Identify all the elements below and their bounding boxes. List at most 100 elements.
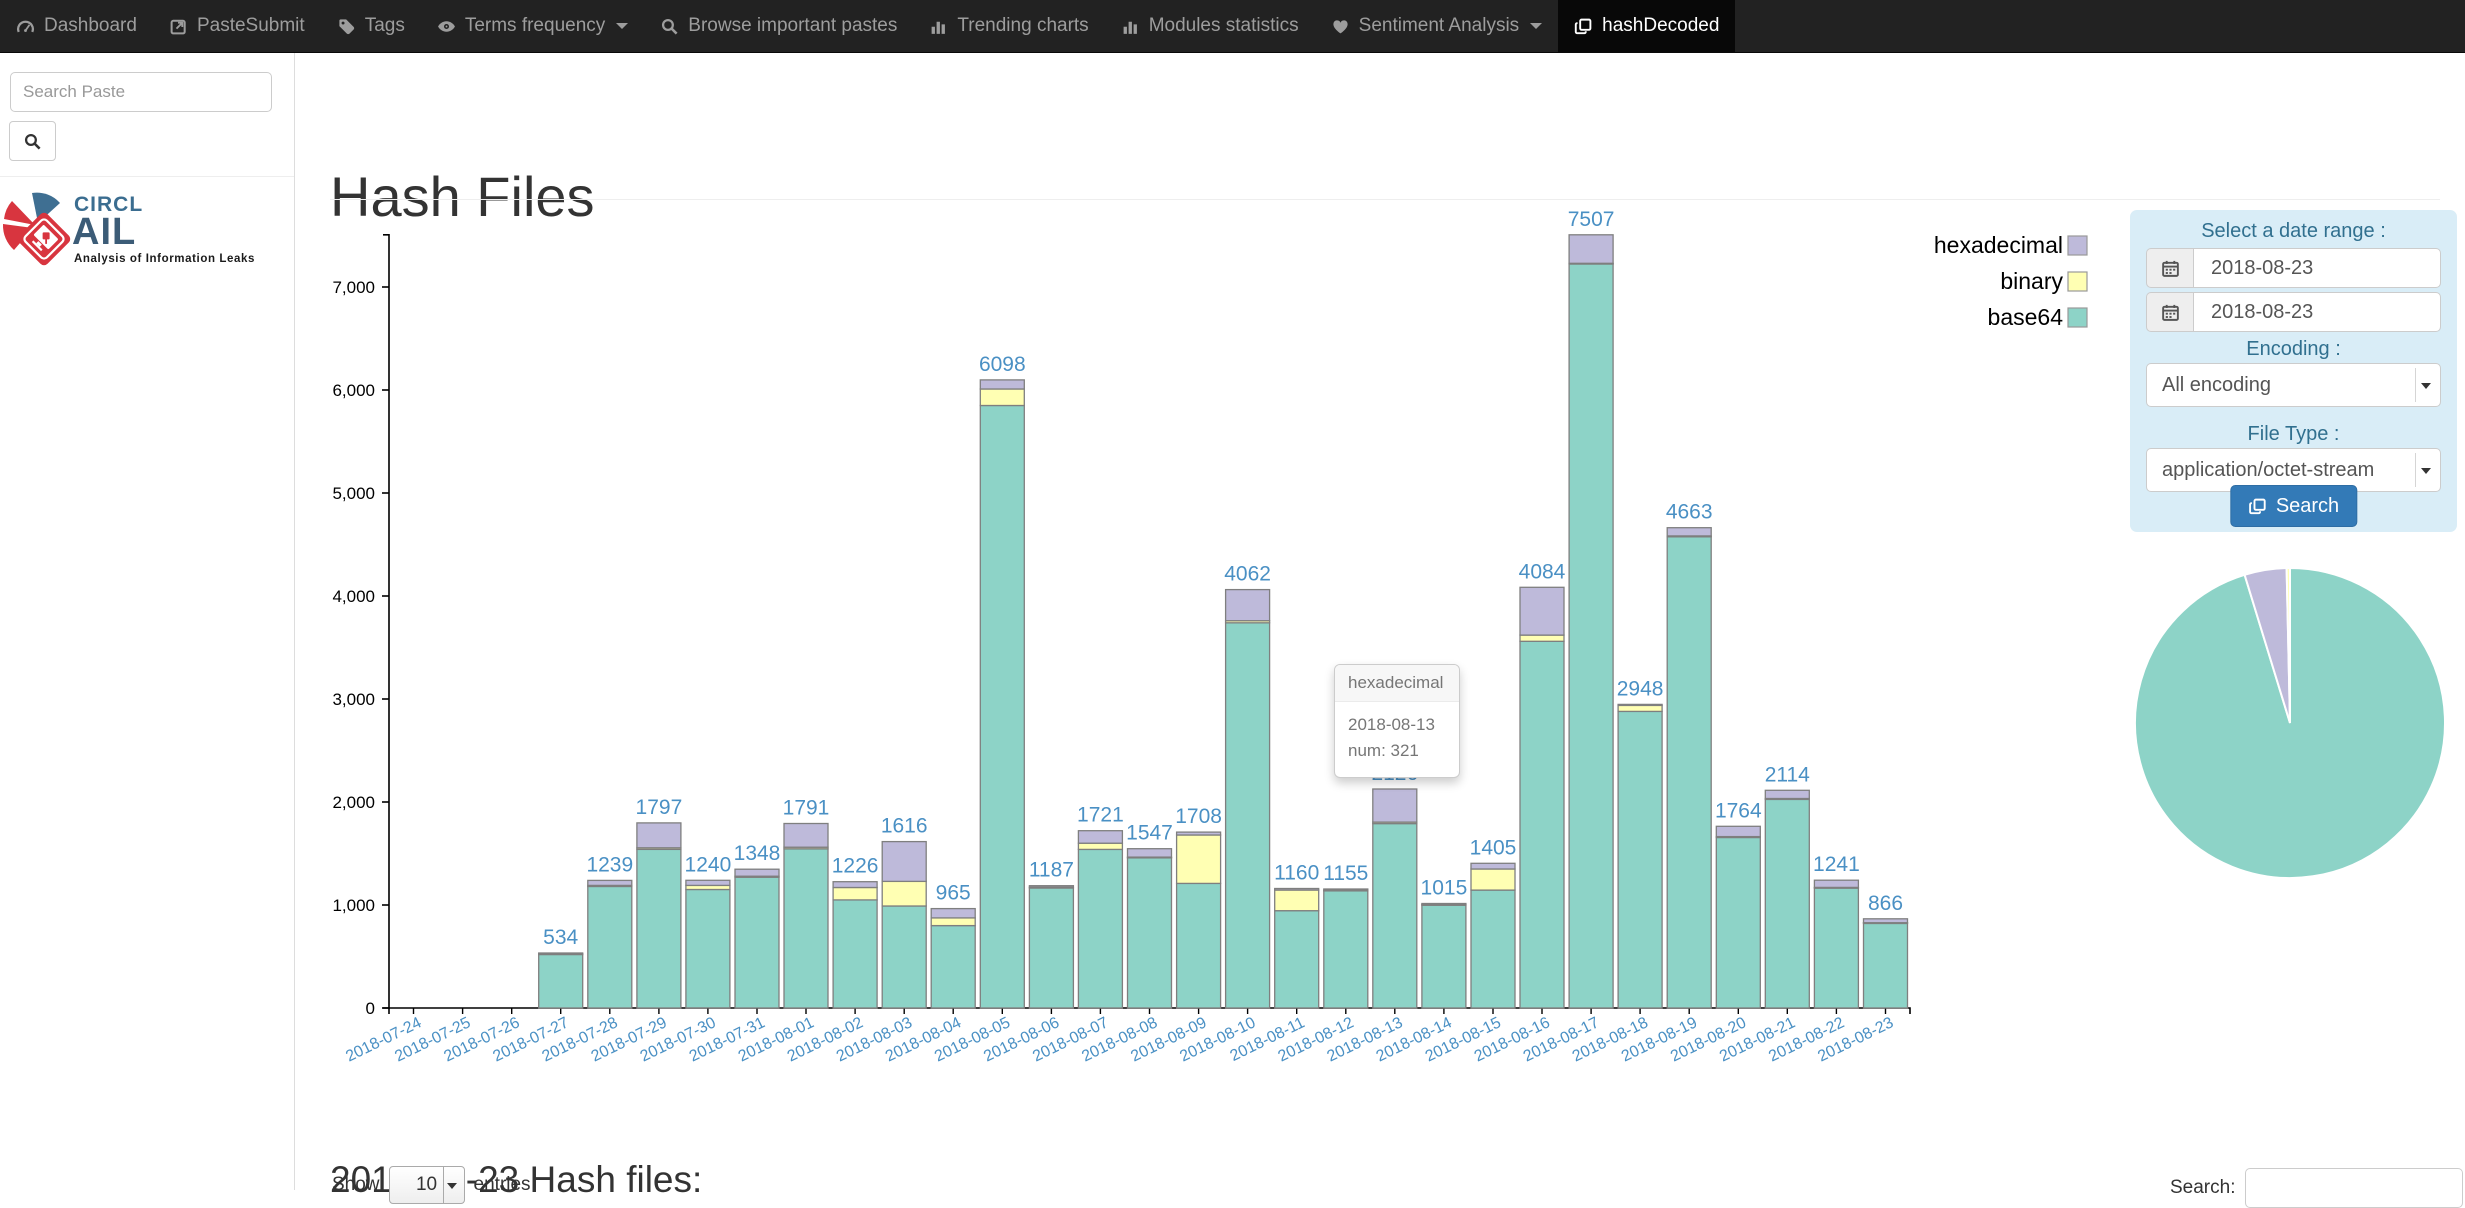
bar-2018-08-16[interactable] (1519, 586, 1565, 1009)
bar-segment-hexadecimal[interactable] (1715, 825, 1761, 838)
bar-2018-08-04[interactable] (930, 907, 976, 1009)
bar-segment-binary[interactable] (1077, 842, 1124, 851)
bar-segment-base64[interactable] (832, 899, 878, 1009)
bar-segment-hexadecimal[interactable] (1813, 879, 1860, 889)
bar-segment-base64[interactable] (538, 953, 584, 1009)
bar-2018-08-11[interactable] (1274, 887, 1320, 1009)
bar-segment-hexadecimal[interactable] (1175, 831, 1222, 836)
bar-segment-base64[interactable] (1666, 536, 1712, 1009)
nav-item-tags[interactable]: Tags (321, 0, 421, 52)
bar-segment-hexadecimal[interactable] (1372, 788, 1418, 823)
bar-segment-binary[interactable] (1274, 889, 1320, 912)
bar-segment-base64[interactable] (881, 905, 927, 1009)
bar-segment-hexadecimal[interactable] (1666, 527, 1712, 537)
bar-segment-binary[interactable] (1519, 634, 1565, 642)
bar-segment-base64[interactable] (1175, 882, 1222, 1009)
bar-segment-base64[interactable] (1568, 263, 1614, 1009)
bar-segment-hexadecimal[interactable] (1028, 885, 1075, 888)
bar-segment-hexadecimal[interactable] (783, 822, 829, 848)
bar-2018-08-01[interactable] (783, 822, 829, 1009)
date-to-input[interactable] (2193, 292, 2441, 332)
bar-segment-binary[interactable] (1175, 834, 1222, 885)
entries-select[interactable]: 10 (388, 1166, 465, 1204)
nav-item-hashdecoded[interactable]: hashDecoded (1558, 0, 1736, 52)
bar-segment-hexadecimal[interactable] (1764, 789, 1810, 800)
bar-2018-08-09[interactable] (1175, 831, 1222, 1009)
bar-segment-base64[interactable] (587, 885, 633, 1009)
nav-item-dashboard[interactable]: Dashboard (0, 0, 153, 52)
bar-segment-hexadecimal[interactable] (538, 952, 584, 955)
sidebar-search-button[interactable] (9, 121, 56, 161)
nav-item-trending-charts[interactable]: Trending charts (913, 0, 1104, 52)
bar-segment-base64[interactable] (1077, 848, 1124, 1009)
bar-segment-hexadecimal[interactable] (1519, 586, 1565, 636)
ail-logo[interactable]: CIRCL AIL Analysis of Information Leaks (0, 183, 294, 293)
bar-segment-binary[interactable] (979, 388, 1025, 407)
bar-2018-07-29[interactable] (636, 822, 682, 1009)
bar-segment-base64[interactable] (1126, 856, 1173, 1009)
bar-segment-hexadecimal[interactable] (832, 881, 878, 889)
bar-segment-base64[interactable] (1617, 710, 1663, 1009)
bar-2018-08-13[interactable] (1372, 788, 1418, 1009)
bar-segment-base64[interactable] (734, 876, 780, 1009)
bar-2018-08-07[interactable] (1077, 830, 1124, 1009)
bar-2018-08-06[interactable] (1028, 885, 1075, 1009)
bar-segment-base64[interactable] (1519, 640, 1565, 1009)
encoding-select[interactable]: All encoding (2146, 363, 2441, 407)
bar-segment-hexadecimal[interactable] (685, 879, 731, 887)
bar-2018-08-03[interactable] (881, 840, 927, 1009)
bar-2018-08-17[interactable] (1568, 234, 1614, 1009)
bar-segment-hexadecimal[interactable] (636, 822, 682, 849)
bar-segment-base64[interactable] (979, 404, 1025, 1009)
bar-2018-08-19[interactable] (1666, 527, 1712, 1009)
bar-segment-base64[interactable] (930, 924, 976, 1009)
bar-segment-hexadecimal[interactable] (1274, 887, 1320, 891)
nav-item-browse-important-pastes[interactable]: Browse important pastes (644, 0, 913, 52)
bar-2018-08-20[interactable] (1715, 825, 1761, 1009)
bar-2018-08-18[interactable] (1617, 703, 1663, 1009)
bar-segment-base64[interactable] (1372, 822, 1418, 1009)
bar-segment-hexadecimal[interactable] (1323, 888, 1369, 891)
search-paste-input[interactable] (10, 72, 272, 112)
nav-item-terms-frequency[interactable]: Terms frequency (421, 0, 644, 52)
bar-segment-base64[interactable] (1862, 922, 1909, 1009)
bar-segment-base64[interactable] (1715, 836, 1761, 1009)
bar-segment-hexadecimal[interactable] (1421, 902, 1467, 906)
bar-2018-08-08[interactable] (1126, 848, 1173, 1009)
bar-segment-binary[interactable] (930, 917, 976, 927)
bar-segment-base64[interactable] (1470, 889, 1516, 1009)
pie-slice-binary[interactable] (2285, 566, 2291, 724)
bar-2018-08-14[interactable] (1421, 902, 1467, 1009)
bar-segment-base64[interactable] (1028, 887, 1075, 1009)
bar-2018-07-28[interactable] (587, 879, 633, 1009)
bar-segment-base64[interactable] (1323, 889, 1369, 1009)
bar-segment-hexadecimal[interactable] (979, 379, 1025, 390)
bar-segment-hexadecimal[interactable] (734, 868, 780, 877)
bar-segment-binary[interactable] (1470, 868, 1516, 891)
bar-segment-hexadecimal[interactable] (1568, 234, 1614, 264)
table-search-input[interactable] (2245, 1168, 2464, 1208)
date-from-input[interactable] (2193, 248, 2441, 288)
bar-segment-binary[interactable] (832, 886, 878, 901)
bar-segment-base64[interactable] (1813, 887, 1860, 1009)
bar-segment-base64[interactable] (1274, 910, 1320, 1009)
bar-segment-binary[interactable] (1617, 704, 1663, 713)
bar-segment-base64[interactable] (783, 848, 829, 1009)
bar-segment-hexadecimal[interactable] (1862, 918, 1909, 924)
bar-segment-hexadecimal[interactable] (1224, 588, 1271, 622)
bar-2018-08-12[interactable] (1323, 888, 1369, 1009)
bar-2018-08-15[interactable] (1470, 862, 1516, 1009)
bar-segment-base64[interactable] (1421, 904, 1467, 1009)
bar-2018-07-31[interactable] (734, 868, 780, 1009)
bar-segment-base64[interactable] (1224, 622, 1271, 1009)
bar-segment-hexadecimal[interactable] (587, 879, 633, 887)
bar-2018-08-10[interactable] (1224, 588, 1271, 1009)
bar-segment-base64[interactable] (1764, 798, 1810, 1009)
nav-item-sentiment-analysis[interactable]: Sentiment Analysis (1315, 0, 1559, 52)
bar-segment-base64[interactable] (636, 848, 682, 1009)
nav-item-pastesubmit[interactable]: PasteSubmit (153, 0, 321, 52)
bar-2018-08-22[interactable] (1813, 879, 1860, 1009)
bar-2018-08-02[interactable] (832, 881, 878, 1009)
bar-segment-hexadecimal[interactable] (930, 907, 976, 919)
bar-2018-07-30[interactable] (685, 879, 731, 1009)
